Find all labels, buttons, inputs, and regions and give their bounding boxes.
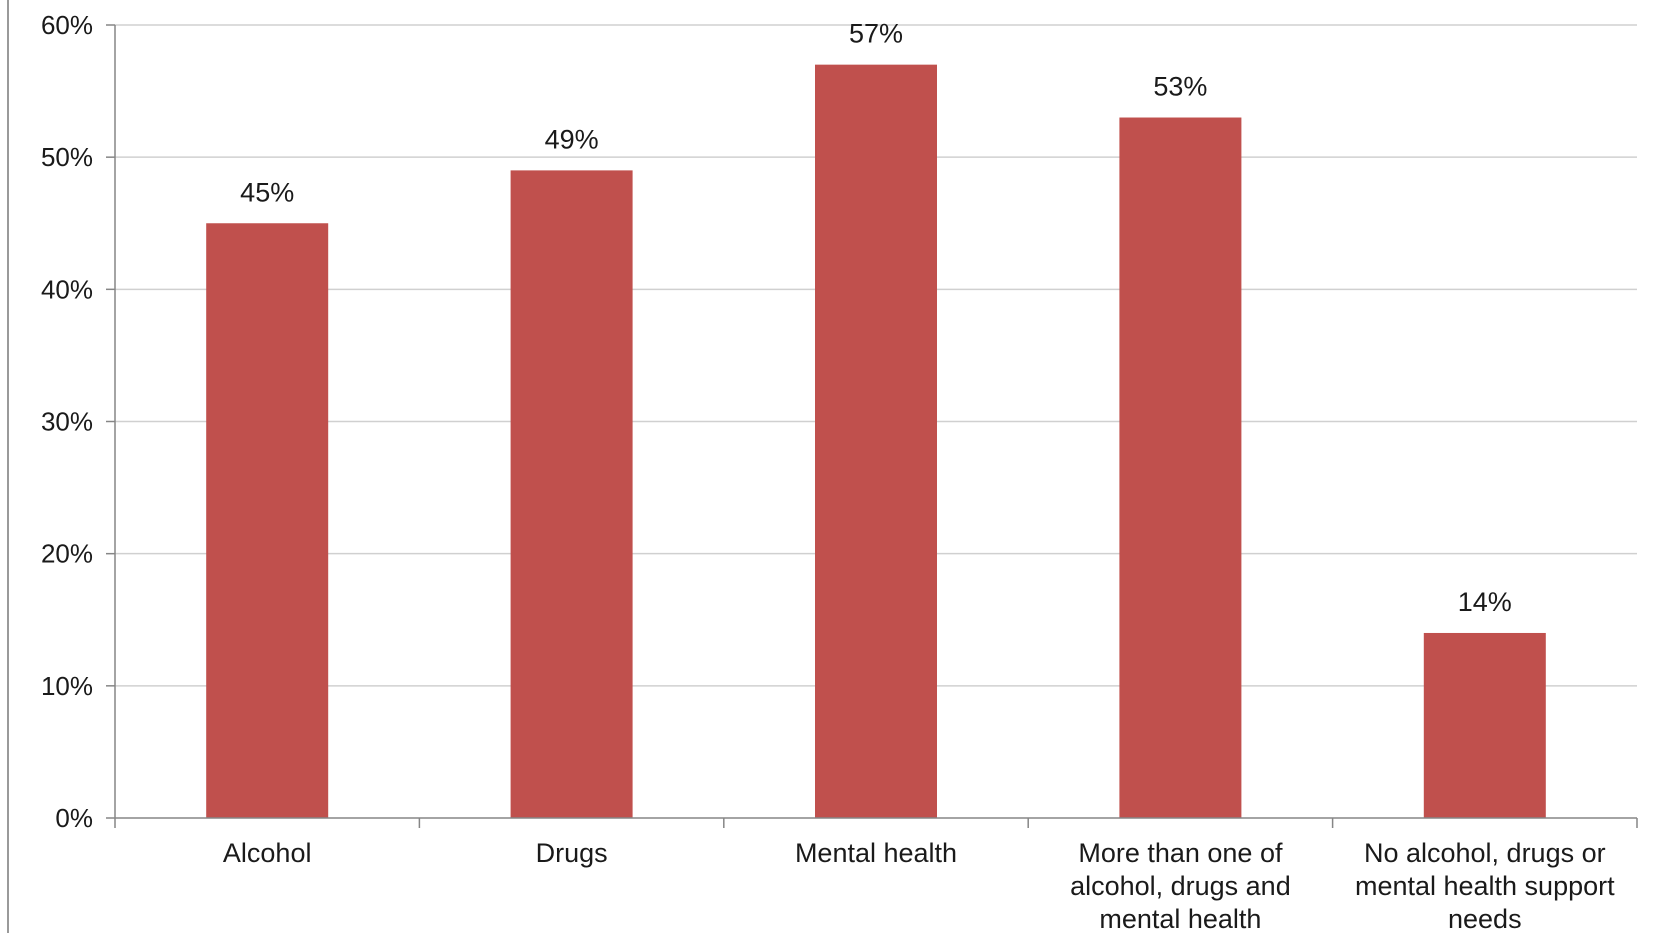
x-category-label: mental health support bbox=[1355, 871, 1615, 901]
bar bbox=[1119, 117, 1242, 819]
data-label: 49% bbox=[545, 124, 599, 154]
y-tick-label: 10% bbox=[41, 671, 93, 701]
y-tick-label: 20% bbox=[41, 539, 93, 569]
x-category-label: mental health bbox=[1099, 904, 1261, 933]
x-category-label: More than one of bbox=[1078, 838, 1283, 868]
bar bbox=[510, 170, 633, 819]
y-tick-label: 40% bbox=[41, 274, 93, 304]
x-category-label: alcohol, drugs and bbox=[1070, 871, 1291, 901]
bar bbox=[206, 223, 329, 818]
y-tick-label: 60% bbox=[41, 10, 93, 40]
x-category-label: Drugs bbox=[536, 838, 608, 868]
data-label: 57% bbox=[849, 19, 903, 49]
y-tick-label: 30% bbox=[41, 407, 93, 437]
x-category-label: needs bbox=[1448, 904, 1522, 933]
data-label: 45% bbox=[240, 177, 294, 207]
bar bbox=[1423, 632, 1546, 818]
y-tick-label: 50% bbox=[41, 142, 93, 172]
labels: 0% 10% 20% 30% 40% 50% 60% 45% 49% 57% 53% 14% Alcoh… bbox=[41, 10, 1615, 934]
x-category-label: Alcohol bbox=[223, 838, 312, 868]
bar bbox=[815, 64, 937, 818]
axes bbox=[106, 24, 1638, 828]
x-category-label: No alcohol, drugs or bbox=[1364, 838, 1606, 868]
y-tick-label: 0% bbox=[55, 803, 93, 833]
data-label: 53% bbox=[1153, 72, 1207, 102]
bars bbox=[206, 64, 1546, 819]
data-label: 14% bbox=[1458, 587, 1512, 617]
x-category-label: Mental health bbox=[795, 838, 957, 868]
